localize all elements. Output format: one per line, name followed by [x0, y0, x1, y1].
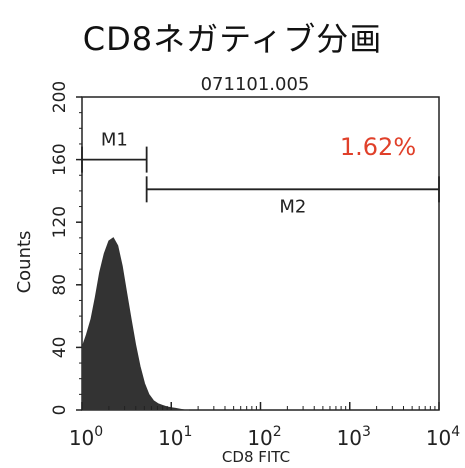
chart-title: 071101.005: [201, 74, 310, 95]
page-heading: CD8ネガティブ分画: [82, 20, 383, 58]
x-tick-label: 104: [426, 424, 460, 450]
x-tick-label: 102: [247, 424, 281, 450]
x-tick-label: 100: [69, 424, 103, 450]
y-tick-label: 40: [50, 337, 70, 359]
x-tick-label: 101: [158, 424, 192, 450]
x-tick-label: 103: [337, 424, 371, 450]
x-axis-ticks: 100 101 102 103 104: [69, 402, 460, 450]
y-axis-ticks: 0 40 80 120 160 200: [50, 81, 82, 416]
y-tick-label: 80: [50, 274, 70, 296]
y-tick-label: 0: [50, 405, 70, 416]
y-tick-label: 120: [50, 206, 70, 238]
x-axis-label: CD8 FITC: [222, 448, 290, 466]
gate-markers: M1 M2: [81, 130, 440, 217]
gate-label: M1: [101, 130, 128, 151]
y-tick-label: 200: [50, 81, 70, 113]
percentage-annotation: 1.62%: [340, 133, 416, 161]
histogram-area: [81, 237, 189, 411]
gate-label: M2: [279, 196, 306, 217]
y-axis-label: Counts: [14, 231, 35, 294]
y-tick-label: 160: [50, 143, 70, 175]
